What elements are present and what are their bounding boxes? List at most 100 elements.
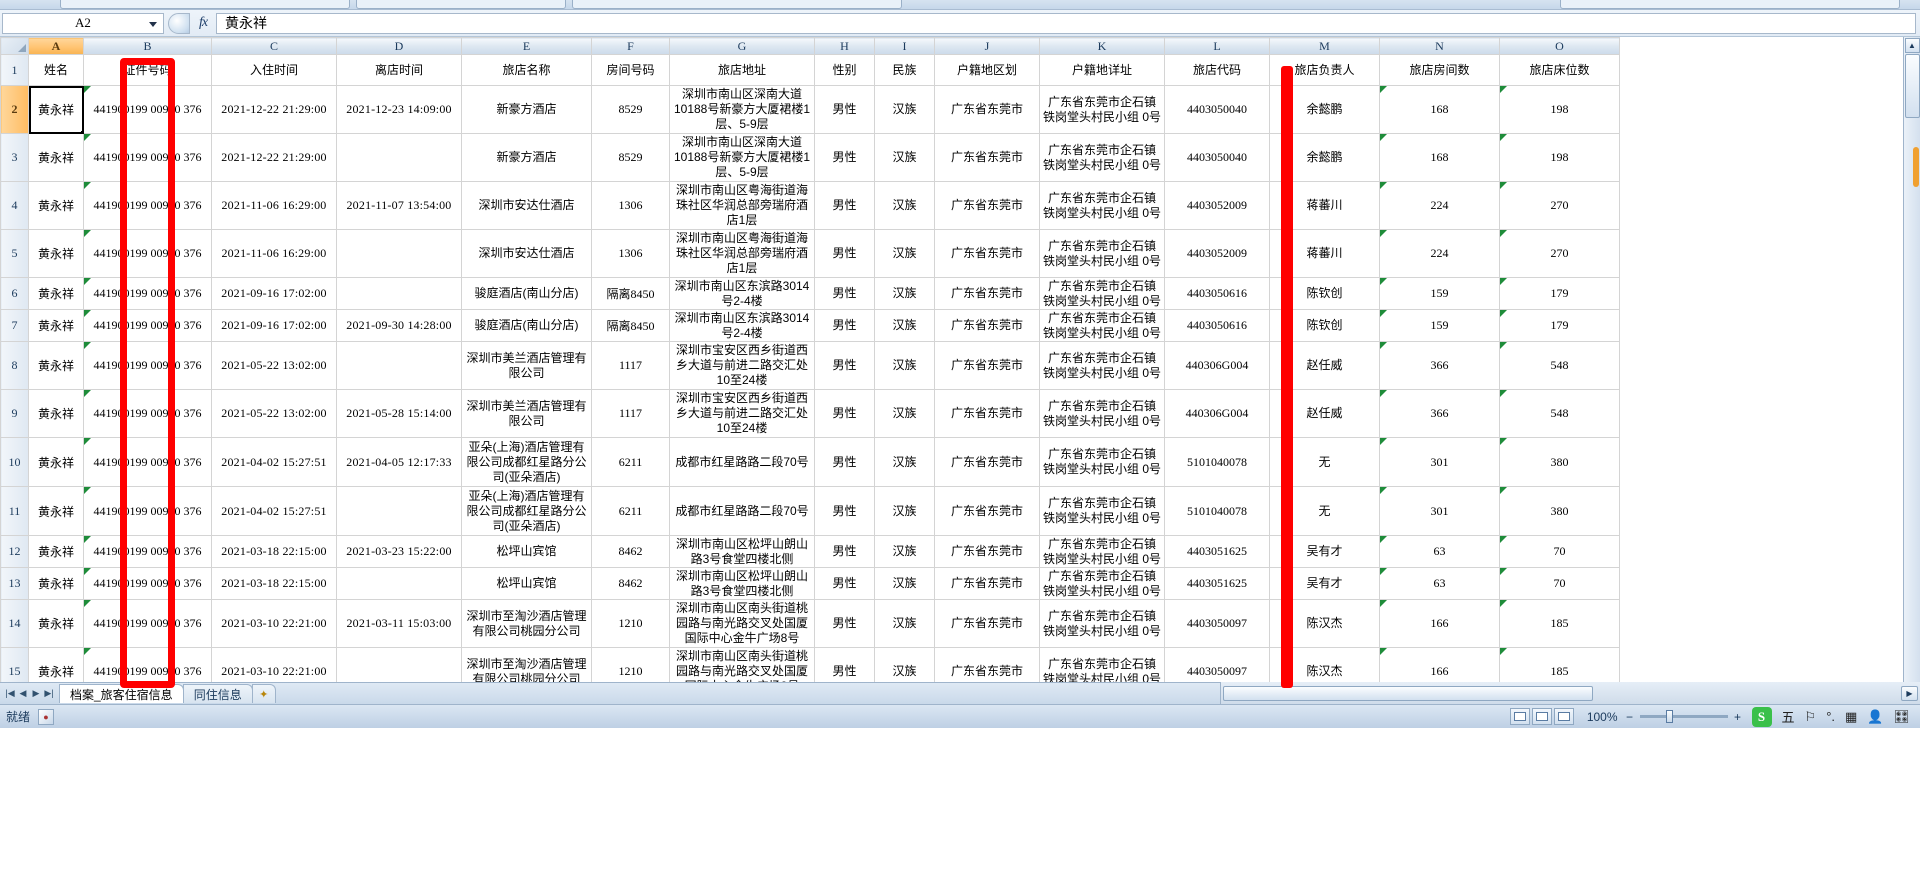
cell-N3[interactable]: 168 — [1379, 133, 1500, 182]
cell-A8[interactable]: 黄永祥 — [28, 341, 84, 390]
cell-M5[interactable]: 蒋蕃川 — [1269, 229, 1380, 278]
formula-input[interactable]: 黄永祥 — [216, 12, 1916, 34]
cell-M14[interactable]: 陈汉杰 — [1269, 599, 1380, 648]
cell-O11[interactable]: 380 — [1499, 486, 1620, 536]
row-header-8[interactable]: 8 — [0, 341, 29, 390]
cell-M9[interactable]: 赵任威 — [1269, 389, 1380, 438]
cell-A3[interactable]: 黄永祥 — [28, 133, 84, 182]
cell-C15[interactable]: 2021-03-10 22:21:00 — [211, 647, 337, 682]
cell-N2[interactable]: 168 — [1379, 85, 1500, 134]
cell-D4[interactable]: 2021-11-07 13:54:00 — [336, 181, 462, 230]
cell-J5[interactable]: 广东省东莞市 — [934, 229, 1040, 278]
cell-I7[interactable]: 汉族 — [874, 309, 935, 342]
cell-A7[interactable]: 黄永祥 — [28, 309, 84, 342]
cell-I10[interactable]: 汉族 — [874, 437, 935, 487]
cell-G6[interactable]: 深圳市南山区东滨路3014号2-4楼 — [669, 277, 815, 310]
table-row[interactable]: 12 黄永祥 441900199 00930 376 2021-03-18 22:15… — [0, 535, 1620, 568]
cell-M8[interactable]: 赵任威 — [1269, 341, 1380, 390]
cell-J4[interactable]: 广东省东莞市 — [934, 181, 1040, 230]
cell-M7[interactable]: 陈钦创 — [1269, 309, 1380, 342]
row-header-2[interactable]: 2 — [0, 85, 29, 134]
cell-J12[interactable]: 广东省东莞市 — [934, 535, 1040, 568]
cell-E5[interactable]: 深圳市安达仕酒店 — [461, 229, 592, 278]
column-header-o[interactable]: O — [1499, 37, 1620, 55]
cell-G3[interactable]: 深圳市南山区深南大道10188号新豪方大厦裙楼1层、5-9层 — [669, 133, 815, 182]
cell-E9[interactable]: 深圳市美兰酒店管理有限公司 — [461, 389, 592, 438]
cell-O8[interactable]: 548 — [1499, 341, 1620, 390]
cell-I15[interactable]: 汉族 — [874, 647, 935, 682]
cell-H5[interactable]: 男性 — [814, 229, 875, 278]
cell-F4[interactable]: 1306 — [591, 181, 670, 230]
cell-O10[interactable]: 380 — [1499, 437, 1620, 487]
cell-D1[interactable]: 离店时间 — [336, 54, 462, 86]
cell-I14[interactable]: 汉族 — [874, 599, 935, 648]
cell-D8[interactable] — [336, 341, 462, 390]
cell-I4[interactable]: 汉族 — [874, 181, 935, 230]
cell-M13[interactable]: 吴有才 — [1269, 567, 1380, 600]
cell-J11[interactable]: 广东省东莞市 — [934, 486, 1040, 536]
cell-B8[interactable]: 441900199 00930 376 — [83, 341, 212, 390]
cell-I8[interactable]: 汉族 — [874, 341, 935, 390]
cell-K15[interactable]: 广东省东莞市企石镇铁岗堂头村民小组 0号 — [1039, 647, 1165, 682]
cell-M11[interactable]: 无 — [1269, 486, 1380, 536]
cell-F9[interactable]: 1117 — [591, 389, 670, 438]
cell-I1[interactable]: 民族 — [874, 54, 935, 86]
cell-N4[interactable]: 224 — [1379, 181, 1500, 230]
cell-F7[interactable]: 隔离8450 — [591, 309, 670, 342]
cell-F13[interactable]: 8462 — [591, 567, 670, 600]
cell-I2[interactable]: 汉族 — [874, 85, 935, 134]
cell-N6[interactable]: 159 — [1379, 277, 1500, 310]
cell-E12[interactable]: 松坪山宾馆 — [461, 535, 592, 568]
cell-K3[interactable]: 广东省东莞市企石镇铁岗堂头村民小组 0号 — [1039, 133, 1165, 182]
cell-D12[interactable]: 2021-03-23 15:22:00 — [336, 535, 462, 568]
table-row[interactable]: 10 黄永祥 441900199 00930 376 2021-04-02 15:27… — [0, 437, 1620, 487]
cell-H7[interactable]: 男性 — [814, 309, 875, 342]
table-row[interactable]: 4 黄永祥 441900199 00930 376 2021-11-06 16:29:… — [0, 181, 1620, 230]
cell-K8[interactable]: 广东省东莞市企石镇铁岗堂头村民小组 0号 — [1039, 341, 1165, 390]
cell-A2[interactable]: 黄永祥 — [28, 85, 84, 134]
row-header-4[interactable]: 4 — [0, 181, 29, 230]
cell-L11[interactable]: 5101040078 — [1164, 486, 1270, 536]
cell-B10[interactable]: 441900199 00930 376 — [83, 437, 212, 487]
cell-D2[interactable]: 2021-12-23 14:09:00 — [336, 85, 462, 134]
cell-O9[interactable]: 548 — [1499, 389, 1620, 438]
cell-O13[interactable]: 70 — [1499, 567, 1620, 600]
cell-O3[interactable]: 198 — [1499, 133, 1620, 182]
column-header-l[interactable]: L — [1164, 37, 1270, 55]
cell-H11[interactable]: 男性 — [814, 486, 875, 536]
table-row[interactable]: 1 姓名 证件号码 入住时间 离店时间 旅店名称 房间号码 旅店地址 性别 民族 户籍地区划 户籍地详… — [0, 54, 1620, 86]
cell-K13[interactable]: 广东省东莞市企石镇铁岗堂头村民小组 0号 — [1039, 567, 1165, 600]
cell-E3[interactable]: 新豪方酒店 — [461, 133, 592, 182]
cell-N13[interactable]: 63 — [1379, 567, 1500, 600]
table-row[interactable]: 14 黄永祥 441900199 00930 376 2021-03-10 22:21… — [0, 599, 1620, 648]
cell-D13[interactable] — [336, 567, 462, 600]
cell-A4[interactable]: 黄永祥 — [28, 181, 84, 230]
cell-F3[interactable]: 8529 — [591, 133, 670, 182]
table-row[interactable]: 15 黄永祥 441900199 00930 376 2021-03-10 22:21… — [0, 647, 1620, 682]
column-header-c[interactable]: C — [211, 37, 337, 55]
cell-J2[interactable]: 广东省东莞市 — [934, 85, 1040, 134]
cell-C1[interactable]: 入住时间 — [211, 54, 337, 86]
cell-G13[interactable]: 深圳市南山区松坪山朗山路3号食堂四楼北侧 — [669, 567, 815, 600]
cell-H6[interactable]: 男性 — [814, 277, 875, 310]
cell-L3[interactable]: 4403050040 — [1164, 133, 1270, 182]
scroll-up-icon[interactable]: ▲ — [1904, 38, 1920, 53]
row-header-9[interactable]: 9 — [0, 389, 29, 438]
view-mode-buttons[interactable] — [1509, 708, 1574, 725]
cell-B11[interactable]: 441900199 00930 376 — [83, 486, 212, 536]
column-header-b[interactable]: B — [83, 37, 212, 55]
cell-O4[interactable]: 270 — [1499, 181, 1620, 230]
cell-L5[interactable]: 4403052009 — [1164, 229, 1270, 278]
cell-M15[interactable]: 陈汉杰 — [1269, 647, 1380, 682]
cell-H2[interactable]: 男性 — [814, 85, 875, 134]
cell-G12[interactable]: 深圳市南山区松坪山朗山路3号食堂四楼北侧 — [669, 535, 815, 568]
cell-H10[interactable]: 男性 — [814, 437, 875, 487]
cell-N12[interactable]: 63 — [1379, 535, 1500, 568]
cell-H8[interactable]: 男性 — [814, 341, 875, 390]
cell-B14[interactable]: 441900199 00930 376 — [83, 599, 212, 648]
cell-O15[interactable]: 185 — [1499, 647, 1620, 682]
row-header-10[interactable]: 10 — [0, 437, 29, 487]
column-header-j[interactable]: J — [934, 37, 1040, 55]
cell-M6[interactable]: 陈钦创 — [1269, 277, 1380, 310]
